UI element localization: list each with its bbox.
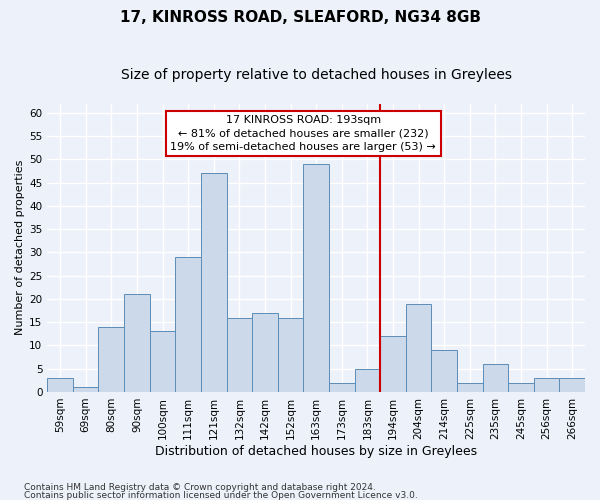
Title: Size of property relative to detached houses in Greylees: Size of property relative to detached ho… bbox=[121, 68, 512, 82]
Text: 17 KINROSS ROAD: 193sqm
← 81% of detached houses are smaller (232)
19% of semi-d: 17 KINROSS ROAD: 193sqm ← 81% of detache… bbox=[170, 115, 436, 152]
Bar bbox=[227, 318, 252, 392]
Bar bbox=[252, 313, 278, 392]
Bar bbox=[150, 332, 175, 392]
Bar bbox=[175, 257, 201, 392]
Bar bbox=[431, 350, 457, 392]
X-axis label: Distribution of detached houses by size in Greylees: Distribution of detached houses by size … bbox=[155, 444, 477, 458]
Bar bbox=[534, 378, 559, 392]
Bar bbox=[559, 378, 585, 392]
Y-axis label: Number of detached properties: Number of detached properties bbox=[15, 160, 25, 336]
Text: Contains HM Land Registry data © Crown copyright and database right 2024.: Contains HM Land Registry data © Crown c… bbox=[24, 484, 376, 492]
Bar bbox=[124, 294, 150, 392]
Bar bbox=[482, 364, 508, 392]
Bar bbox=[380, 336, 406, 392]
Text: Contains public sector information licensed under the Open Government Licence v3: Contains public sector information licen… bbox=[24, 490, 418, 500]
Text: 17, KINROSS ROAD, SLEAFORD, NG34 8GB: 17, KINROSS ROAD, SLEAFORD, NG34 8GB bbox=[119, 10, 481, 25]
Bar bbox=[329, 382, 355, 392]
Bar bbox=[278, 318, 304, 392]
Bar bbox=[73, 388, 98, 392]
Bar bbox=[98, 327, 124, 392]
Bar bbox=[406, 304, 431, 392]
Bar bbox=[508, 382, 534, 392]
Bar bbox=[304, 164, 329, 392]
Bar bbox=[47, 378, 73, 392]
Bar bbox=[457, 382, 482, 392]
Bar bbox=[201, 174, 227, 392]
Bar bbox=[355, 368, 380, 392]
